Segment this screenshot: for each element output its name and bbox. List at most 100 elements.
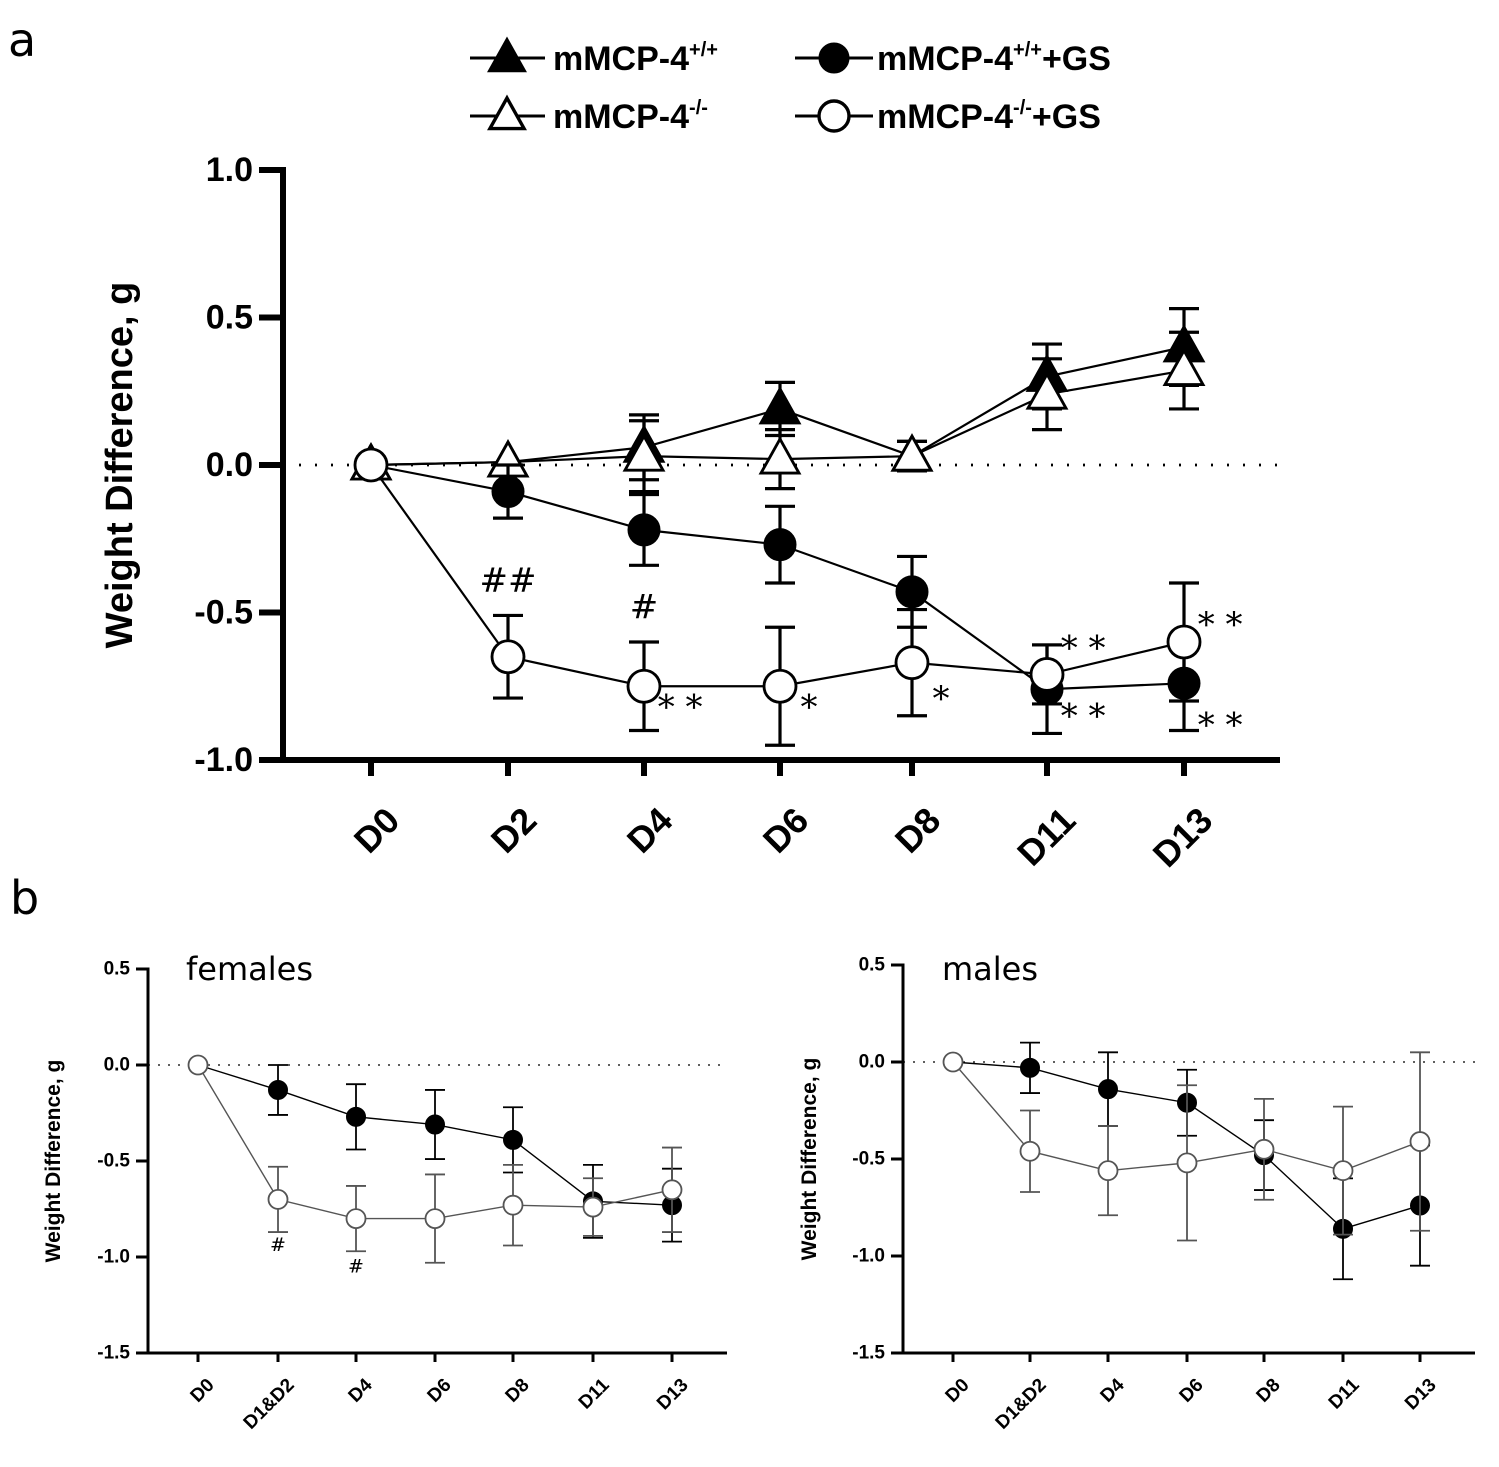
data-point <box>661 1179 683 1201</box>
data-point <box>267 1188 289 1210</box>
x-tick-label: D1&D2 <box>992 1375 1051 1434</box>
data-point <box>895 575 929 609</box>
y-tick-label: -1.5 <box>97 1343 130 1364</box>
y-tick-label: -1.0 <box>194 741 253 779</box>
y-tick-label: -0.5 <box>194 594 253 632</box>
x-tick-label: D8 <box>887 799 949 861</box>
data-point <box>490 639 526 675</box>
chart-title: males <box>942 950 1038 988</box>
data-point <box>268 1079 288 1100</box>
chart-title: females <box>186 950 313 988</box>
legend-item-wt_gs: mMCP-4+/++GS <box>795 39 1111 78</box>
y-axis-label: Weight Difference, g <box>99 282 141 649</box>
chart-a: 1.0 0.5 0.0 -0.5 -1.0 D0 D2 D4 D6 D8 D11 D13 Weight … <box>99 151 1280 875</box>
data-point <box>353 447 389 483</box>
x-tick-label: D2 <box>483 799 545 861</box>
data-point <box>1025 371 1069 410</box>
data-point <box>818 42 850 74</box>
significance-annotation: ## <box>480 561 537 601</box>
significance-annotation: * * <box>1061 629 1106 669</box>
x-tick-label: D11 <box>1325 1374 1364 1413</box>
legend: mMCP-4+/+ mMCP-4-/- mMCP-4+/++GS mMCP-4-/-+… <box>470 36 1111 136</box>
y-tick-label: 0.5 <box>859 955 886 976</box>
x-tick-label: D1&D2 <box>240 1375 299 1434</box>
significance-annotation: * <box>801 688 818 728</box>
y-tick-label: 0.0 <box>859 1052 885 1073</box>
data-point <box>1029 657 1065 692</box>
data-point <box>626 668 662 704</box>
series-ko_gs <box>942 1051 1431 1242</box>
data-point <box>942 1051 964 1073</box>
data-point <box>762 668 798 704</box>
x-tick-label: D4 <box>345 1374 377 1406</box>
chart-b-males: 0.5 0.0 -0.5 -1.0 -1.5 D0 D1&D2 D4 D6 D8 D11 D13 Wei… <box>798 950 1475 1434</box>
y-tick-label: 0.5 <box>206 299 253 337</box>
y-tick-label: 0.5 <box>104 959 131 980</box>
x-tick-label: D11 <box>575 1374 614 1413</box>
data-point <box>817 99 851 133</box>
data-point <box>1409 1131 1431 1152</box>
significance-annotation: * * <box>1198 705 1243 745</box>
x-tick-label: D8 <box>502 1375 534 1407</box>
significance-annotation: # <box>270 1234 286 1256</box>
x-tick-label: D13 <box>1145 799 1221 875</box>
y-tick-label: -0.5 <box>97 1151 130 1172</box>
significance-annotation: * * <box>1061 697 1106 737</box>
data-point <box>487 94 527 131</box>
data-point <box>622 433 666 472</box>
x-tick-label: D13 <box>653 1375 692 1414</box>
data-point <box>758 386 802 425</box>
data-point <box>187 1054 209 1076</box>
data-point <box>1332 1160 1354 1182</box>
data-point <box>894 645 930 681</box>
y-tick-label: -1.0 <box>97 1247 130 1268</box>
significance-annotation: # <box>630 587 659 627</box>
legend-item-ko: mMCP-4-/- <box>470 94 708 136</box>
x-tick-label: D13 <box>1401 1375 1440 1414</box>
data-point <box>1166 624 1202 660</box>
y-tick-label: 0.0 <box>104 1055 130 1076</box>
x-tick-label: D0 <box>942 1375 974 1407</box>
data-point <box>1020 1057 1040 1078</box>
significance-annotation: * * <box>1198 605 1243 645</box>
legend-label: mMCP-4-/-+GS <box>877 97 1101 136</box>
x-tick-label: D0 <box>346 799 408 861</box>
panel-b-label: b <box>10 871 39 925</box>
data-point <box>1253 1138 1275 1160</box>
y-tick-label: 0.0 <box>206 446 253 484</box>
x-tick-label: D4 <box>619 799 681 861</box>
x-tick-label: D4 <box>1097 1374 1129 1406</box>
significance-annotation: * <box>933 679 950 719</box>
y-tick-label: 1.0 <box>206 151 253 189</box>
x-tick-label: D6 <box>755 799 817 861</box>
data-point <box>582 1196 604 1218</box>
legend-label: mMCP-4+/+ <box>553 39 718 78</box>
series-ko_gs <box>353 447 1202 747</box>
significance-annotation: * * <box>658 688 703 728</box>
x-tick-label: D0 <box>187 1375 219 1407</box>
significance-annotation: # <box>348 1255 364 1277</box>
data-point <box>758 436 802 475</box>
y-tick-label: -0.5 <box>852 1149 885 1170</box>
data-point <box>502 1194 524 1216</box>
data-point <box>346 1106 366 1127</box>
data-point <box>890 433 934 472</box>
data-point <box>424 1208 446 1230</box>
data-point <box>345 1208 367 1230</box>
data-point <box>1098 1079 1118 1100</box>
legend-label: mMCP-4+/++GS <box>877 39 1111 78</box>
x-tick-label: D8 <box>1253 1375 1285 1407</box>
y-tick-label: -1.5 <box>852 1343 885 1364</box>
y-tick-label: -1.0 <box>852 1246 885 1267</box>
legend-item-wt: mMCP-4+/+ <box>470 36 718 78</box>
data-point <box>503 1129 523 1150</box>
y-axis-label: Weight Difference, g <box>42 1060 65 1263</box>
data-point <box>491 475 525 509</box>
x-tick-label: D6 <box>1176 1375 1208 1407</box>
data-point <box>487 36 527 73</box>
data-point <box>763 528 797 562</box>
legend-item-ko_gs: mMCP-4-/-+GS <box>795 97 1101 136</box>
data-point <box>627 513 661 547</box>
data-point <box>425 1114 445 1135</box>
